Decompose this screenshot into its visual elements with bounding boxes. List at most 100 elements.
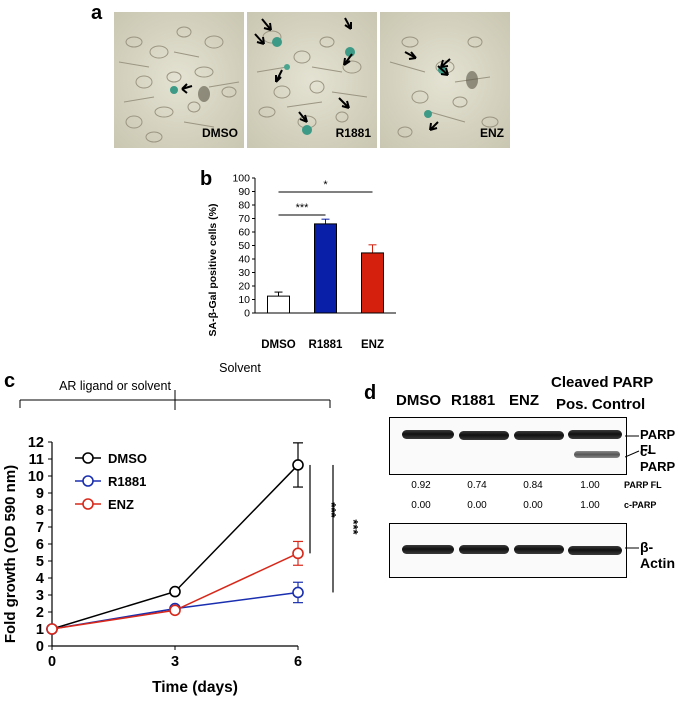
chart-c-ytick-label: 8 (36, 503, 44, 519)
quant-parp-fl-control: 1.00 (580, 480, 600, 491)
phase-label-solvent: Solvent (219, 361, 261, 375)
micrograph-dmso: DMSO (114, 12, 244, 148)
quant-c-parp-enz: 0.00 (523, 500, 543, 511)
chart-b-ylabel: SA-β-Gal positive cells (%) (207, 203, 219, 336)
chart-c-legend-label-r1881: R1881 (108, 474, 146, 489)
micrograph-r1881-cells (247, 12, 377, 148)
micrograph-r1881: R1881 (247, 12, 377, 148)
band-parp-fl-dmso (402, 430, 454, 439)
chart-b-sig-label-2: * (323, 179, 328, 191)
chart-c-ytick-label: 9 (36, 486, 44, 502)
chart-b-ytick-label: 40 (238, 254, 250, 266)
actin-leader-line (625, 547, 639, 549)
chart-c-sig-label-1: *** (324, 502, 339, 518)
band-actin-dmso (402, 545, 454, 554)
chart-c-point-enz (46, 623, 58, 635)
band-parp-fl-enz (514, 431, 564, 440)
micrograph-enz: ENZ (380, 12, 510, 148)
chart-b-ytick-label: 90 (238, 186, 250, 198)
chart-growth: AR ligand or solvent Solvent 01234567891… (2, 361, 361, 696)
chart-c-ytick-label: 7 (36, 520, 44, 536)
chart-c-point-enz (292, 547, 304, 560)
chart-c-point-r1881 (292, 586, 304, 599)
chart-c-ytick-label: 1 (36, 622, 44, 638)
micrograph-label-r1881: R1881 (335, 126, 371, 140)
quant-c-parp-r1881: 0.00 (467, 500, 487, 511)
chart-b-category-label: ENZ (361, 339, 384, 351)
blot-parp (389, 417, 627, 475)
chart-c-point-enz (169, 604, 181, 617)
lane-label-pos-control: Pos. Control (556, 396, 646, 413)
chart-c-ytick-label: 4 (36, 571, 44, 587)
chart-c-legend-marker-enz (82, 498, 94, 510)
chart-b-category-label: R1881 (309, 339, 343, 351)
chart-c-xtick-label: 6 (294, 654, 302, 670)
chart-c-ytick-label: 3 (36, 588, 44, 604)
chart-c-ytick-label: 10 (28, 469, 44, 485)
chart-b-ytick-label: 80 (238, 200, 250, 212)
quant-row-label-parp-fl: PARP FL (624, 480, 662, 490)
chart-b-ytick-label: 100 (232, 173, 250, 185)
chart-c-ytick-label: 0 (36, 639, 44, 655)
panel-b-label: b (200, 168, 213, 190)
chart-b-bar-dmso (267, 295, 290, 314)
chart-b-ytick-label: 20 (238, 281, 250, 293)
quant-parp-fl-dmso: 0.92 (411, 480, 431, 491)
lane-label-r1881: R1881 (451, 392, 496, 409)
quant-parp-fl-r1881: 0.74 (467, 480, 487, 491)
band-parp-fl-control (568, 430, 622, 439)
chart-c-legend-marker-dmso (82, 452, 94, 464)
lane-label-enz: ENZ (509, 392, 539, 409)
quant-c-parp-control: 1.00 (580, 500, 600, 511)
chart-b-ytick-label: 30 (238, 267, 250, 279)
chart-c-ylabel: Fold growth (OD 590 nm) (2, 465, 19, 643)
band-c-parp-control (574, 451, 620, 458)
band-parp-fl-r1881 (459, 431, 509, 440)
chart-c-legend-label-dmso: DMSO (108, 451, 147, 466)
chart-c-xtick-label: 0 (48, 654, 56, 670)
chart-c-ytick-label: 12 (28, 435, 44, 451)
chart-c-ytick-label: 11 (29, 452, 44, 468)
label-parp-fl: PARP FL (640, 427, 675, 457)
micrograph-dmso-cells (114, 12, 244, 148)
chart-b-bar-r1881 (314, 223, 337, 314)
micrograph-enz-cells (380, 12, 510, 148)
chart-c-ytick-label: 6 (36, 537, 44, 553)
chart-b-ytick-label: 70 (238, 213, 250, 225)
band-actin-control (568, 546, 622, 555)
label-beta-actin: β-Actin (640, 539, 675, 571)
panel-a-label: a (91, 2, 103, 24)
micrograph-label-dmso: DMSO (202, 126, 238, 140)
quant-parp-fl-enz: 0.84 (523, 480, 543, 491)
chart-c-point-dmso (169, 585, 181, 598)
chart-c-ytick-label: 2 (36, 605, 44, 621)
blot-actin (389, 523, 627, 578)
chart-b-ytick-label: 10 (238, 294, 250, 306)
chart-b-sig-label-1: *** (296, 202, 310, 214)
chart-c-legend-marker-r1881 (82, 475, 94, 487)
quant-row-label-c-parp: c-PARP (624, 500, 657, 510)
micrograph-label-enz: ENZ (480, 126, 504, 140)
lane-label-dmso: DMSO (396, 392, 441, 409)
chart-c-xtick-label: 3 (171, 654, 179, 670)
panel-d-label: d (364, 382, 377, 404)
phase-label-ligand: AR ligand or solvent (59, 379, 171, 393)
quant-c-parp-dmso: 0.00 (411, 500, 431, 511)
chart-c-xlabel: Time (days) (152, 679, 238, 696)
chart-c-ytick-label: 5 (36, 554, 44, 570)
chart-b-bar-enz (361, 252, 384, 314)
chart-b-category-label: DMSO (261, 339, 296, 351)
band-actin-r1881 (459, 545, 509, 554)
chart-b-ytick-label: 50 (238, 240, 250, 252)
lane-label-cleaved-parp: Cleaved PARP (551, 374, 654, 391)
label-c-parp: c-PARP (640, 444, 676, 474)
band-actin-enz (514, 545, 564, 554)
chart-b-ytick-label: 0 (244, 308, 250, 320)
chart-c-sig-label-2: *** (346, 519, 361, 535)
chart-c-point-dmso (292, 459, 304, 471)
chart-b-ytick-label: 60 (238, 227, 250, 239)
chart-c-legend-label-enz: ENZ (108, 497, 134, 512)
panel-c-label: c (4, 370, 16, 392)
parp-leader-lines (625, 435, 640, 458)
